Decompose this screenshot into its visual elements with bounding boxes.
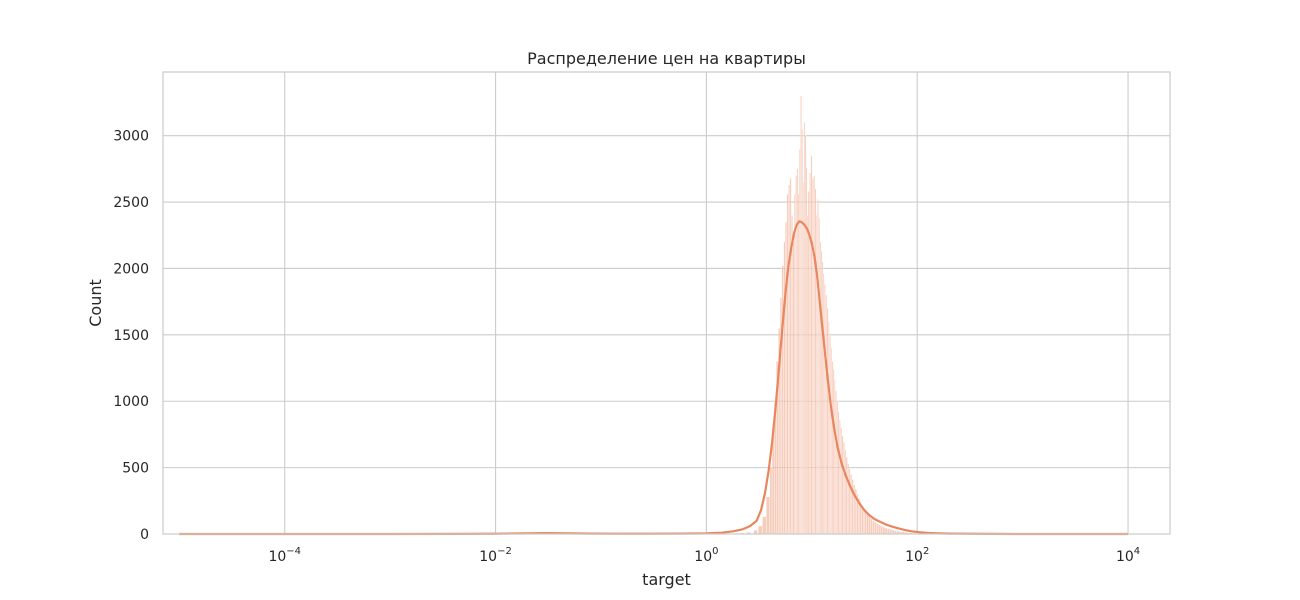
y-tick-label: 500 — [122, 461, 149, 477]
histogram-bar — [792, 241, 795, 535]
histogram-bar — [825, 294, 828, 535]
histogram-bar — [788, 184, 791, 535]
histogram-bar — [870, 518, 873, 535]
histogram-bar — [851, 479, 854, 535]
x-tick-label: 100 — [694, 546, 718, 565]
histogram-bar — [783, 241, 786, 535]
histogram-bar — [814, 188, 817, 535]
histogram-bar — [766, 496, 771, 535]
histogram-bar — [837, 411, 840, 535]
y-tick-label: 1000 — [113, 394, 149, 410]
y-tick-label: 2000 — [113, 261, 149, 277]
histogram-bar — [797, 193, 800, 535]
histogram-bar — [884, 527, 888, 535]
histogram-bar — [843, 442, 845, 535]
histogram-bar — [882, 526, 886, 535]
histogram-bar — [845, 456, 848, 535]
histogram-bar — [868, 516, 871, 535]
histogram-bar — [876, 523, 879, 535]
histogram-bar — [864, 511, 867, 535]
histogram-bar — [866, 513, 869, 535]
x-tick-label: 10−4 — [268, 546, 301, 565]
histogram-bar — [762, 516, 767, 535]
histogram-bar — [810, 155, 813, 535]
histogram-bar — [828, 321, 830, 535]
histogram-bar — [835, 390, 837, 535]
histogram-bar — [789, 178, 792, 535]
y-tick-label: 3000 — [113, 129, 149, 145]
histogram-bar — [829, 336, 831, 535]
histogram-bar — [844, 450, 847, 535]
histogram-bar — [793, 193, 796, 535]
histogram-bar — [826, 308, 829, 535]
histogram-bar — [758, 525, 763, 535]
histogram-bar — [872, 520, 875, 535]
x-axis-label: target — [642, 570, 691, 589]
x-tick-label: 10−2 — [479, 546, 512, 565]
histogram-bar — [786, 193, 789, 535]
y-tick-label: 1500 — [113, 328, 149, 344]
histogram-bar — [847, 463, 850, 535]
chart-title: Распределение цен на квартиры — [527, 49, 806, 68]
histogram-bar — [841, 435, 844, 535]
histogram-bar — [807, 191, 810, 535]
histogram-bar — [850, 474, 853, 535]
histogram-bar — [830, 347, 833, 535]
histogram-bar — [889, 529, 893, 535]
histogram-bar — [836, 401, 839, 535]
histogram-bar — [848, 468, 851, 535]
y-tick-label: 2500 — [113, 195, 149, 211]
y-tick-labels: 0 500 1000 1500 2000 2500 3000 — [113, 129, 149, 543]
x-tick-label: 102 — [905, 546, 929, 565]
histogram-bar — [785, 221, 788, 535]
histogram-bar — [812, 178, 814, 535]
histogram-bar — [862, 508, 866, 535]
x-tick-labels: 10−4 10−2 100 102 104 — [268, 546, 1140, 565]
histogram-bar — [823, 284, 826, 535]
histogram-bar — [840, 427, 843, 535]
plot-frame — [162, 71, 1171, 535]
y-axis-label: Count — [86, 279, 105, 327]
histogram-bar — [769, 467, 773, 535]
y-tick-label: 0 — [140, 527, 149, 543]
histogram-bar — [813, 175, 816, 535]
histogram-bar — [887, 528, 890, 535]
histogram-bar — [817, 199, 819, 535]
histogram-bar — [874, 522, 877, 535]
histogram-bar — [839, 419, 841, 535]
histogram-bar — [791, 215, 793, 535]
histogram-bar — [809, 172, 812, 535]
histogram-bar — [880, 525, 884, 535]
histogram-bar — [878, 524, 881, 535]
x-tick-label: 104 — [1116, 546, 1140, 565]
